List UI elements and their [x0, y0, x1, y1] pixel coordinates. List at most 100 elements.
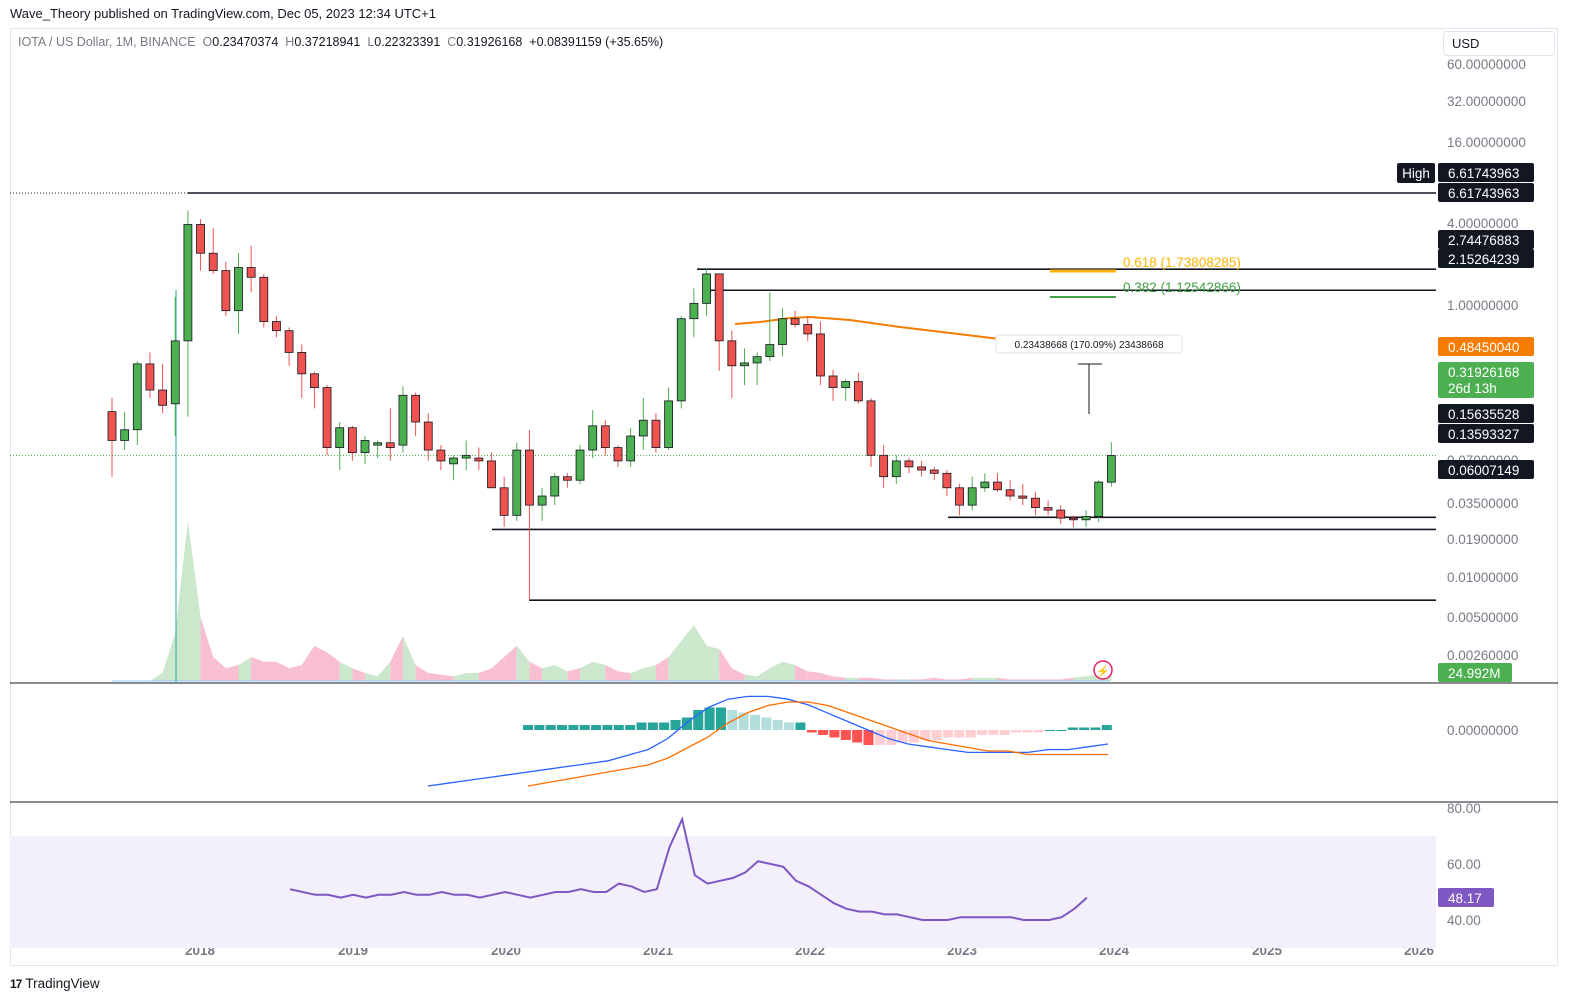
candle-body	[347, 427, 357, 454]
candle	[297, 344, 307, 399]
candle-body	[917, 466, 926, 471]
volume-segment	[984, 677, 998, 681]
volume-value-label-bg	[1438, 663, 1512, 682]
candle-body	[525, 449, 534, 506]
candle-body	[145, 363, 155, 391]
candle	[474, 447, 484, 471]
volume-segment	[630, 668, 644, 681]
tv-logo-icon: 17	[10, 976, 22, 991]
price-axis-tick: 0.03500000	[1447, 496, 1518, 511]
low-label: L	[367, 35, 375, 49]
macd-histogram-bar	[886, 730, 897, 745]
macd-histogram-bar	[681, 717, 692, 730]
candle-body	[891, 460, 901, 478]
candle	[891, 455, 901, 484]
candle	[1018, 483, 1028, 506]
candle-body	[816, 333, 825, 377]
volume-segment	[390, 636, 403, 681]
candle	[120, 411, 130, 451]
volume-segment	[339, 661, 353, 681]
volume-segment	[782, 661, 796, 681]
ema-value-label: 0.48450040	[1448, 340, 1519, 355]
candle-body	[499, 487, 509, 516]
candle	[322, 385, 332, 456]
publisher-line: Wave_Theory published on TradingView.com…	[10, 6, 436, 21]
macd-histogram-bar	[954, 730, 965, 738]
candle-body	[1069, 517, 1078, 521]
candle	[335, 422, 345, 471]
candle-body	[537, 495, 547, 506]
volume-segment	[592, 661, 606, 681]
price-axis-tick: 0.01900000	[1447, 532, 1518, 547]
candle	[917, 460, 926, 477]
high-tag-label: High	[1402, 166, 1430, 181]
price-axis-tick: 4.00000000	[1447, 216, 1518, 231]
volume-segment	[934, 677, 947, 681]
candle-body	[1043, 507, 1053, 511]
candle	[525, 429, 534, 601]
candle-body	[879, 454, 889, 478]
volume-segment	[668, 641, 682, 681]
currency-selector[interactable]: USD	[1443, 31, 1555, 56]
candle-body	[790, 318, 800, 325]
macd-histogram-bar	[1101, 725, 1112, 730]
macd-histogram-bar	[931, 730, 942, 740]
volume-segment	[605, 665, 618, 681]
candle	[1005, 480, 1015, 501]
low-value: 0.22323391	[374, 35, 441, 49]
candle	[588, 410, 598, 459]
macd-histogram-bar	[795, 722, 806, 730]
macd-line	[427, 695, 1109, 787]
volume-segment	[149, 673, 163, 681]
price-axis-tick: 32.00000000	[1447, 94, 1526, 109]
price-axis-tick: 16.00000000	[1447, 135, 1526, 150]
macd-histogram-bar	[591, 725, 602, 730]
candle	[499, 476, 509, 527]
volume-segment	[516, 645, 530, 681]
candle-body	[740, 362, 749, 367]
macd-histogram-bar	[557, 725, 568, 730]
macd-histogram-bar	[806, 730, 817, 733]
macd-histogram-bar	[602, 725, 613, 730]
macd-histogram-bar	[863, 730, 874, 745]
candle-body	[259, 276, 269, 322]
symbol-name[interactable]: IOTA / US Dollar, 1M, BINANCE	[18, 35, 196, 49]
macd-histogram-bar	[852, 730, 863, 743]
volume-segment	[554, 665, 568, 681]
candle-body	[638, 419, 648, 437]
volume-segment	[289, 665, 302, 681]
volume-segment	[1060, 677, 1074, 681]
macd-histogram-bar	[704, 707, 715, 730]
volume-segment	[453, 673, 467, 681]
candle	[284, 327, 294, 366]
ema-value-label-bg	[1438, 337, 1534, 356]
macd-histogram-bar	[738, 712, 749, 730]
candle	[234, 253, 243, 334]
volume-segment	[858, 677, 871, 681]
candle	[765, 292, 775, 362]
volume-segment	[276, 661, 290, 681]
volume-segment	[377, 661, 391, 681]
candle-body	[841, 381, 851, 388]
macd-histogram-bar	[977, 730, 987, 735]
candle	[613, 445, 623, 467]
candle	[411, 392, 421, 436]
volume-segment	[757, 668, 770, 681]
candle	[714, 273, 724, 371]
volume-segment	[719, 649, 732, 681]
macd-histogram-bar	[965, 730, 976, 738]
macd-histogram-bar	[761, 717, 772, 730]
volume-segment	[731, 668, 745, 681]
volume-segment	[706, 645, 720, 681]
candle	[853, 372, 863, 404]
volume-segment	[187, 521, 201, 681]
candle	[702, 269, 711, 316]
candle	[461, 440, 471, 471]
candle-body	[563, 476, 572, 481]
candle	[221, 261, 231, 316]
candle	[790, 310, 800, 328]
volume-segment	[807, 671, 821, 681]
macd-histogram-bar	[897, 730, 908, 743]
open-value: 0.23470374	[212, 35, 279, 49]
